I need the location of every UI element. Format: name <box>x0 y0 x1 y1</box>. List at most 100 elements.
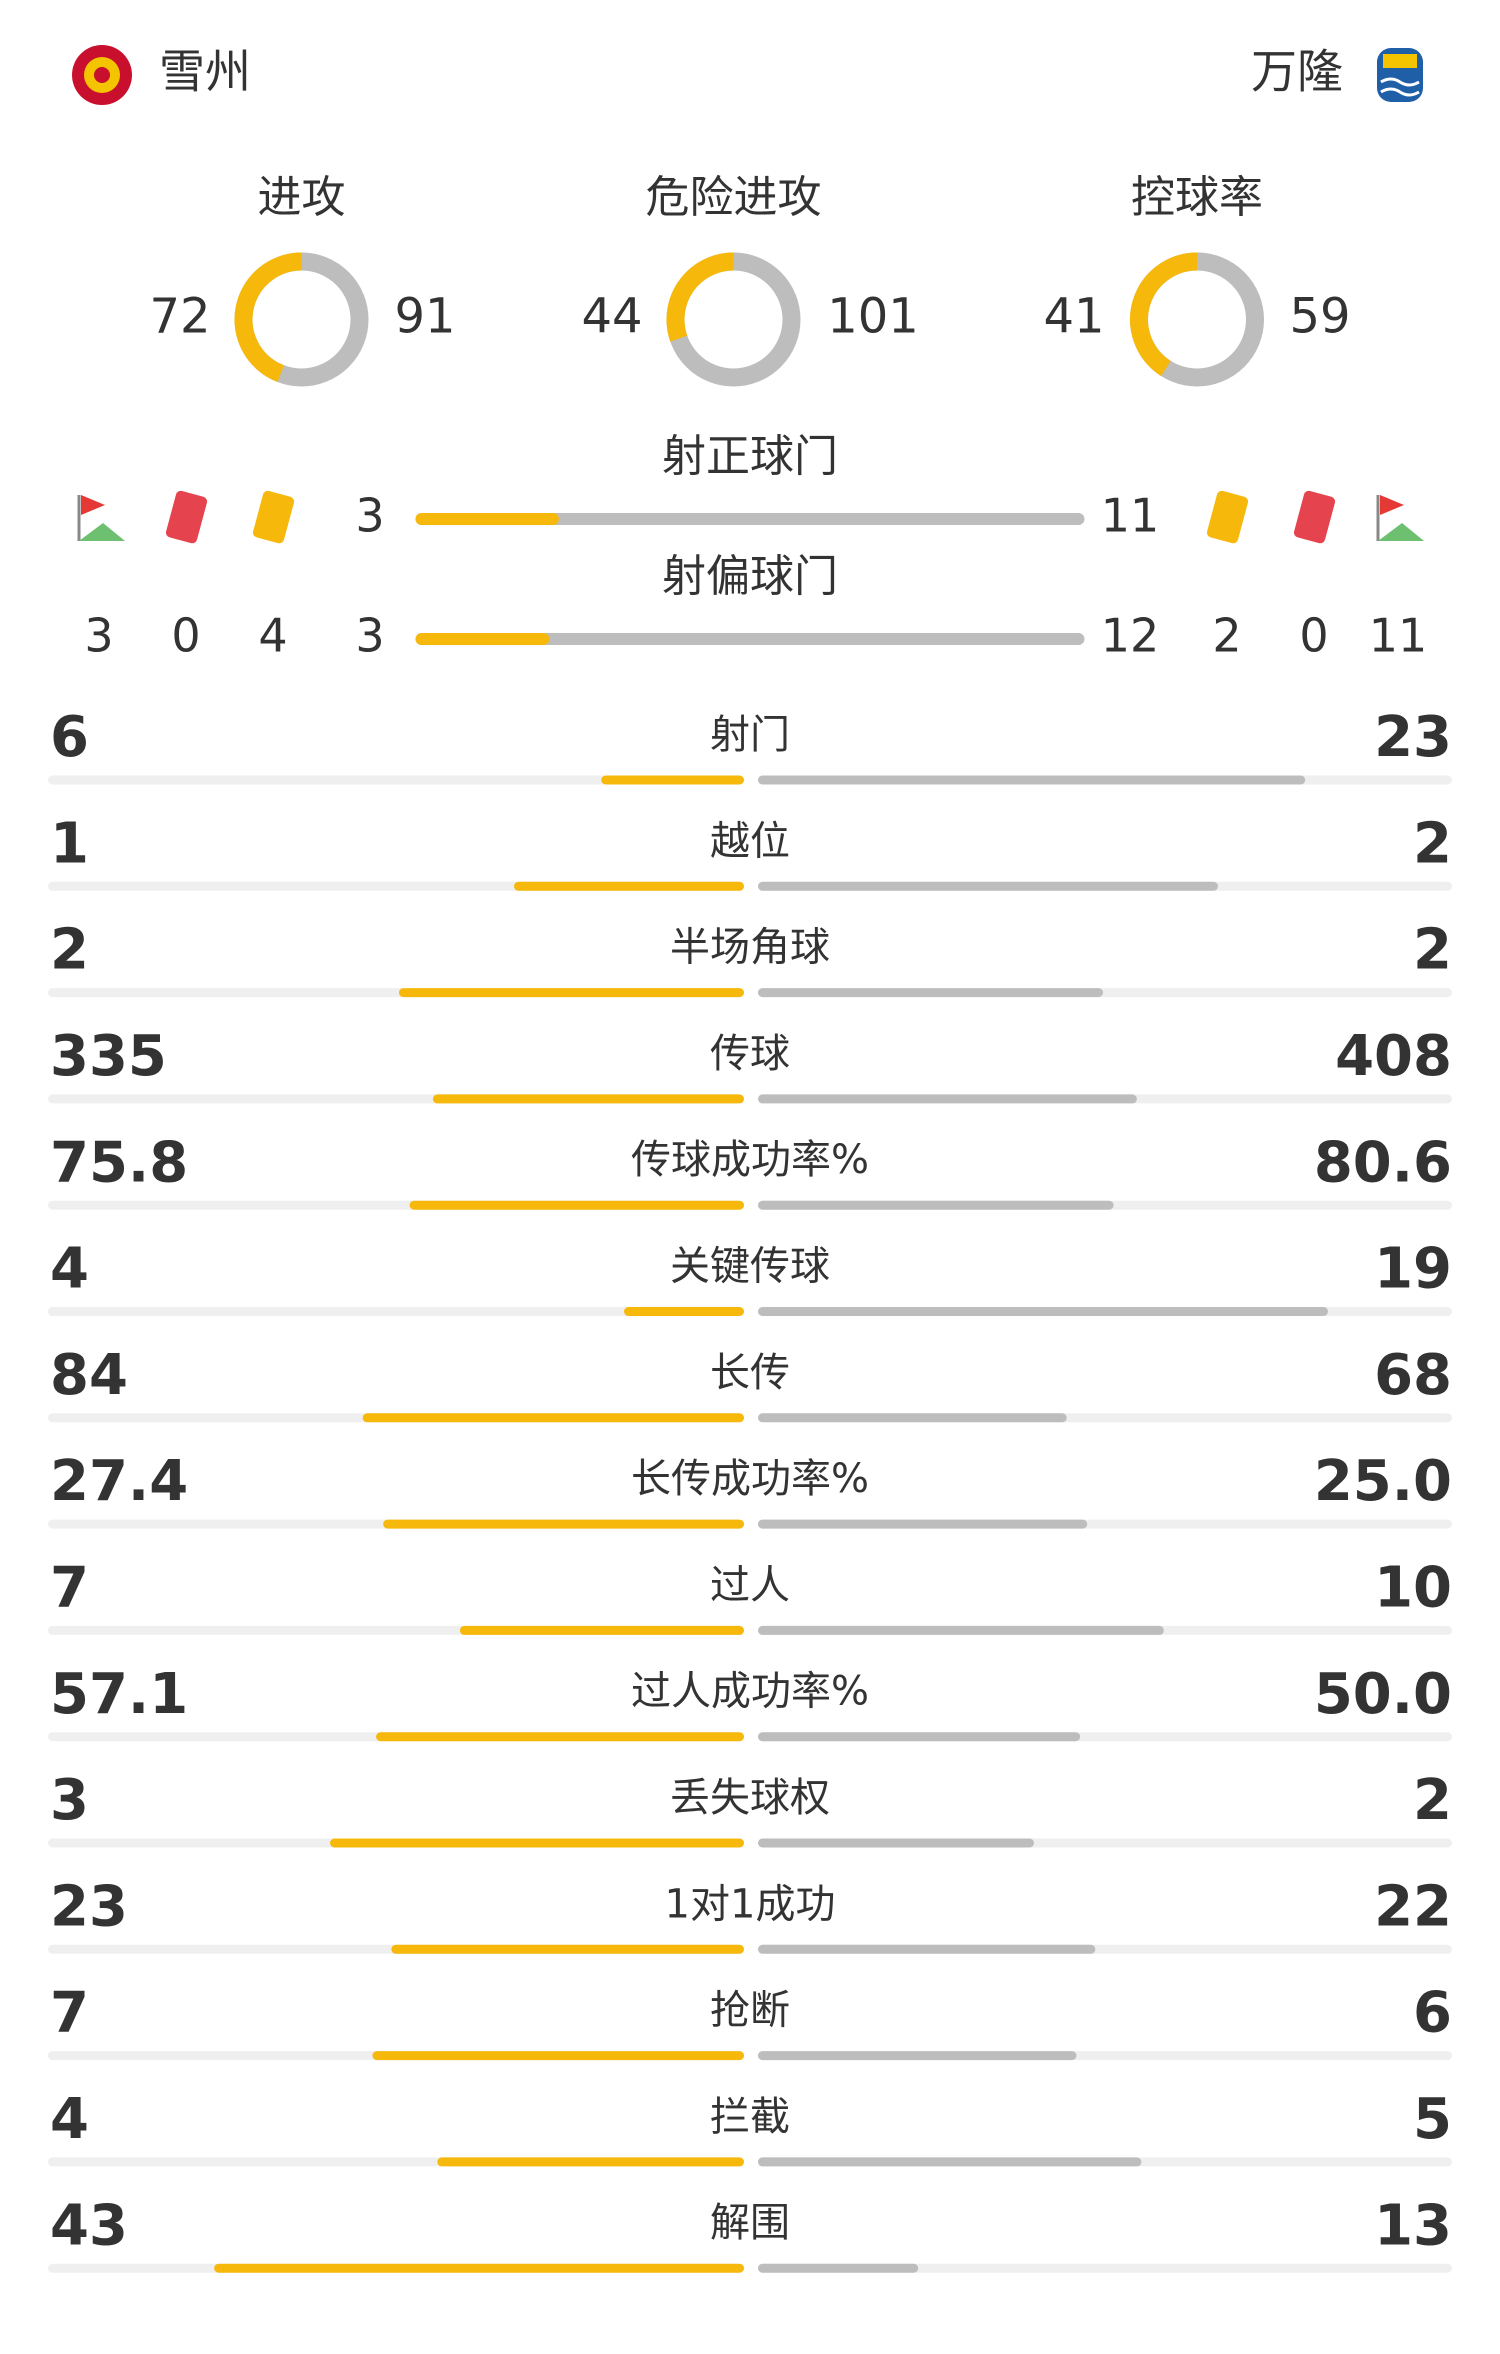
stat-home-value: 4 <box>50 2087 89 2152</box>
shot-home-bar <box>415 513 559 525</box>
stat-label: 过人成功率% <box>631 1669 869 1715</box>
shot-away-bar <box>415 513 1085 525</box>
stat-home-value: 43 <box>50 2193 128 2258</box>
stat-home-value: 2 <box>50 918 89 983</box>
stat-home-value: 7 <box>50 1981 89 2046</box>
stat-away-bar <box>758 1413 1067 1423</box>
stat-away-bar <box>758 2157 1142 2167</box>
ring-away-value: 59 <box>1289 289 1350 345</box>
stat-home-value: 75.8 <box>50 1130 188 1195</box>
stat-home-bar <box>437 2157 744 2167</box>
away-team-name: 万隆 <box>1251 45 1343 99</box>
stat-home-bar <box>372 2051 744 2061</box>
stat-away-bar <box>758 2051 1077 2061</box>
home-logo <box>72 45 132 105</box>
stat-label: 越位 <box>710 818 790 864</box>
stat-label: 丢失球权 <box>670 1775 830 1821</box>
stat-track <box>48 1307 744 1316</box>
stat-home-value: 1 <box>50 811 89 876</box>
stat-away-value: 2 <box>1413 918 1452 983</box>
shot-away-bar <box>415 633 1085 645</box>
stat-away-bar <box>758 881 1218 891</box>
stat-label: 射门 <box>710 712 790 758</box>
stat-label: 传球 <box>710 1031 790 1077</box>
stat-home-bar <box>601 775 744 785</box>
stat-away-value: 13 <box>1374 2193 1452 2258</box>
shot-home-value: 3 <box>355 609 384 663</box>
stat-away-bar <box>758 1838 1034 1848</box>
stat-label: 半场角球 <box>670 925 830 971</box>
stat-away-value: 22 <box>1374 1874 1452 1939</box>
stat-home-value: 7 <box>50 1556 89 1621</box>
home-team-name: 雪州 <box>159 45 251 99</box>
stat-home-bar <box>391 1944 744 1954</box>
stat-away-bar <box>758 988 1103 998</box>
shot-home-value: 3 <box>355 489 384 543</box>
stat-away-bar <box>758 1094 1137 1104</box>
yellow-card-icon <box>252 490 295 544</box>
corner-icon <box>1380 495 1404 515</box>
event-count: 4 <box>258 609 287 663</box>
stat-label: 抢断 <box>710 1988 790 2034</box>
yellow-card-icon <box>1206 490 1249 544</box>
stat-away-value: 23 <box>1374 705 1452 770</box>
shot-home-bar <box>415 633 550 645</box>
stat-home-value: 335 <box>50 1024 167 1089</box>
ring-home-arc <box>234 252 302 383</box>
stat-label: 过人 <box>710 1562 790 1608</box>
stat-home-bar <box>624 1307 744 1316</box>
stat-home-value: 4 <box>50 1237 89 1302</box>
stat-away-value: 408 <box>1335 1024 1452 1089</box>
stat-label: 长传 <box>710 1350 790 1396</box>
stat-away-value: 6 <box>1413 1981 1452 2046</box>
stat-home-bar <box>376 1732 744 1742</box>
stat-away-value: 19 <box>1374 1237 1452 1302</box>
stat-home-value: 57.1 <box>50 1662 188 1727</box>
stat-away-value: 10 <box>1374 1556 1452 1621</box>
stat-away-bar <box>758 1625 1164 1635</box>
stat-away-bar <box>758 1200 1114 1210</box>
event-count: 3 <box>84 609 113 663</box>
ring-home-arc <box>666 252 734 342</box>
stat-home-bar <box>383 1519 744 1529</box>
shot-away-value: 11 <box>1101 489 1160 543</box>
stat-label: 解围 <box>710 2200 790 2246</box>
stat-home-bar <box>514 881 744 891</box>
stat-away-bar <box>758 2263 919 2273</box>
stat-home-bar <box>362 1413 744 1423</box>
stat-home-value: 84 <box>50 1343 128 1408</box>
stat-away-bar <box>758 1732 1081 1742</box>
ring-away-value: 91 <box>394 289 455 345</box>
ring-home-value: 72 <box>149 289 210 345</box>
red-card-icon <box>165 490 208 544</box>
stat-home-bar <box>432 1094 744 1104</box>
away-logo <box>1377 48 1423 102</box>
red-card-icon <box>1293 490 1336 544</box>
event-count: 0 <box>1299 609 1328 663</box>
stat-label: 1对1成功 <box>665 1881 836 1927</box>
stat-label: 长传成功率% <box>631 1456 869 1502</box>
event-count: 11 <box>1369 609 1428 663</box>
stat-away-value: 80.6 <box>1314 1130 1452 1195</box>
event-count: 2 <box>1212 609 1241 663</box>
stat-track <box>758 2263 1452 2273</box>
shot-label: 射偏球门 <box>662 551 838 602</box>
stat-home-value: 27.4 <box>50 1449 188 1514</box>
ring-home-value: 41 <box>1043 289 1104 345</box>
stat-label: 关键传球 <box>670 1244 830 1290</box>
stat-away-value: 5 <box>1413 2087 1452 2152</box>
corner-icon <box>79 523 125 541</box>
stat-away-value: 68 <box>1374 1343 1452 1408</box>
shot-away-value: 12 <box>1101 609 1160 663</box>
event-count: 0 <box>171 609 200 663</box>
stat-label: 传球成功率% <box>631 1137 869 1183</box>
stat-away-bar <box>758 1944 1096 1954</box>
stat-away-bar <box>758 1307 1328 1316</box>
corner-icon <box>1378 523 1424 541</box>
stat-home-bar <box>214 2263 744 2273</box>
corner-icon <box>81 495 105 515</box>
stat-track <box>48 775 744 785</box>
stat-home-value: 6 <box>50 705 89 770</box>
